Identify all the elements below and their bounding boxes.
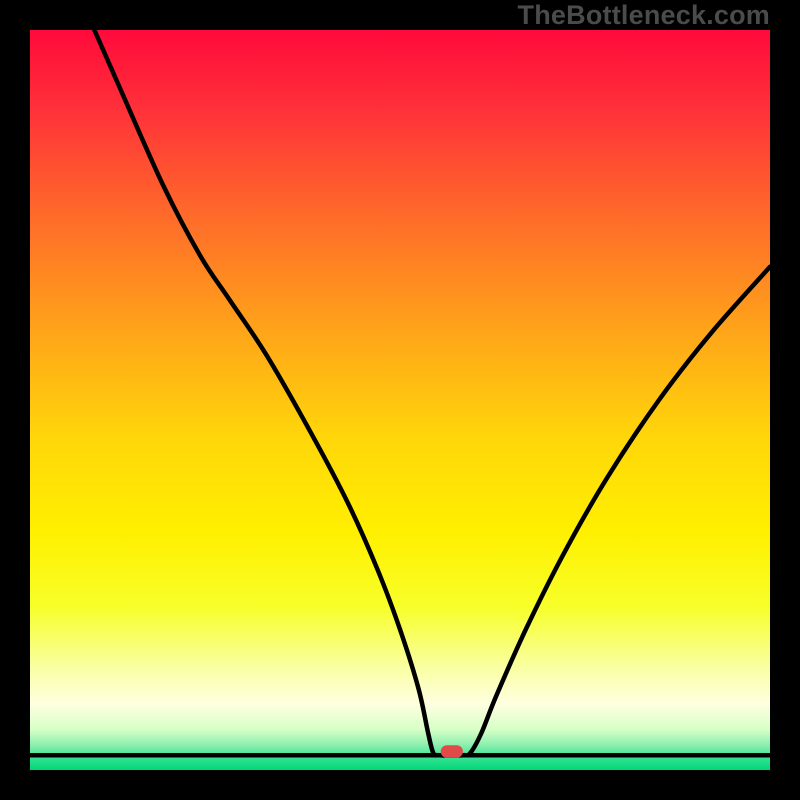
chart-frame: TheBottleneck.com — [0, 0, 800, 800]
bottleneck-curve — [30, 30, 770, 770]
optimum-marker — [441, 745, 463, 758]
bottleneck-curve-path — [94, 30, 770, 755]
plot-area — [30, 30, 770, 770]
watermark-text: TheBottleneck.com — [518, 0, 770, 31]
